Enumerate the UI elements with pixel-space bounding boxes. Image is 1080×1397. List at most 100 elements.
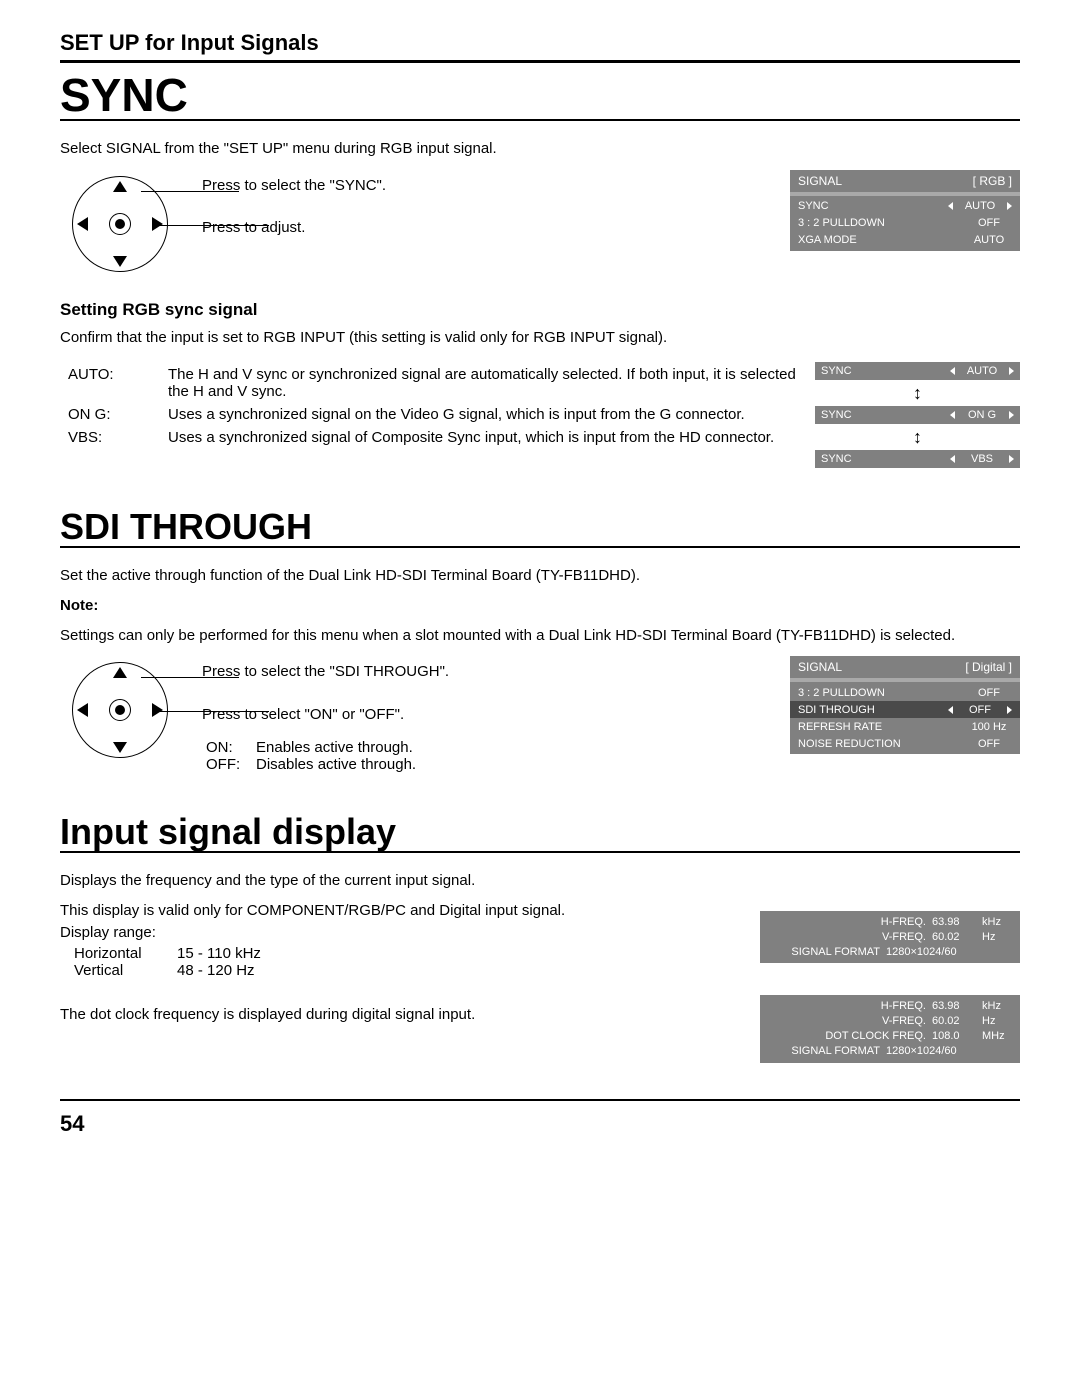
osd-row-value: AUTO (957, 200, 1003, 212)
osd-row-label: NOISE REDUCTION (798, 738, 966, 750)
sdi-instr-2: Press to select "ON" or "OFF". (202, 705, 772, 725)
range-h-key: Horizontal (74, 945, 159, 962)
osd-hdr-right: [ RGB ] (973, 174, 1012, 188)
arrow-right-icon (1009, 367, 1014, 375)
freq-label: H-FREQ. (766, 999, 926, 1014)
osd-row-label: REFRESH RATE (798, 721, 966, 733)
arrow-left-icon (948, 706, 953, 714)
osd-hdr-left: SIGNAL (798, 174, 842, 188)
freq-row: H-FREQ. 63.98 kHz (766, 999, 1014, 1014)
freq-value: 108.0 (932, 1029, 976, 1044)
def-auto-key: AUTO: (68, 366, 158, 400)
arrow-right-icon (1007, 202, 1012, 210)
freq-row: H-FREQ. 63.98 kHz (766, 915, 1014, 930)
osd-row-label: SDI THROUGH (798, 704, 948, 716)
page-header: SET UP for Input Signals (60, 30, 1020, 63)
strip-value: AUTO (959, 365, 1005, 377)
osd-row-value: 100 Hz (966, 721, 1012, 733)
osd-signal-digital: SIGNAL [ Digital ] 3 : 2 PULLDOWN OFF SD… (790, 656, 1020, 754)
sync-intro: Select SIGNAL from the "SET UP" menu dur… (60, 139, 1020, 159)
freq-label: H-FREQ. (766, 915, 926, 930)
isd-p2: This display is valid only for COMPONENT… (60, 901, 742, 921)
freq-value: 1280×1024/60 (886, 1044, 976, 1059)
up-down-arrow-icon: ↕ (913, 384, 922, 402)
arrow-right-icon (1009, 411, 1014, 419)
freq-value: 60.02 (932, 930, 976, 945)
freq-unit: kHz (982, 999, 1014, 1014)
sync-option-strip: SYNC AUTO (815, 362, 1020, 380)
osd-row-value: OFF (966, 217, 1012, 229)
osd-row: 3 : 2 PULLDOWN OFF (790, 215, 1020, 232)
freq-label: V-FREQ. (766, 1014, 926, 1029)
def-ong-key: ON G: (68, 406, 158, 423)
sync-definitions: AUTO: The H and V sync or synchronized s… (68, 366, 797, 446)
sync-option-strip: SYNC VBS (815, 450, 1020, 468)
on-key: ON: (206, 739, 246, 756)
sdi-on-off: ON: Enables active through. OFF: Disables … (206, 739, 772, 773)
osd-row: REFRESH RATE 100 Hz (790, 718, 1020, 735)
osd-hdr-left: SIGNAL (798, 660, 842, 674)
strip-label: SYNC (821, 453, 950, 465)
freq-row: DOT CLOCK FREQ. 108.0 MHz (766, 1029, 1014, 1044)
sync-instr-2: Press to adjust. (202, 218, 772, 238)
nav-dial-icon (72, 176, 168, 272)
heading-sdi-through: SDI THROUGH (60, 508, 1020, 548)
strip-label: SYNC (821, 409, 950, 421)
sync-option-strips: SYNC AUTO ↕ SYNC ON G ↕ SYNC VBS (815, 362, 1020, 468)
osd-row-value: OFF (957, 704, 1003, 716)
freq-unit: MHz (982, 1029, 1014, 1044)
page-number: 54 (60, 1111, 1020, 1137)
freq-value: 63.98 (932, 999, 976, 1014)
freq-value: 1280×1024/60 (886, 945, 976, 960)
heading-input-signal-display: Input signal display (60, 813, 1020, 853)
arrow-left-icon (950, 367, 955, 375)
range-h-val: 15 - 110 kHz (177, 945, 261, 962)
def-vbs-key: VBS: (68, 429, 158, 446)
osd-row-label: 3 : 2 PULLDOWN (798, 217, 966, 229)
def-vbs-val: Uses a synchronized signal of Composite … (168, 429, 797, 446)
arrow-left-icon (950, 411, 955, 419)
osd-row: SYNC AUTO (790, 198, 1020, 215)
osd-row: 3 : 2 PULLDOWN OFF (790, 684, 1020, 701)
freq-unit: Hz (982, 1014, 1014, 1029)
up-down-arrow-icon: ↕ (913, 428, 922, 446)
freq-value: 63.98 (932, 915, 976, 930)
isd-p3: The dot clock frequency is displayed dur… (60, 1005, 742, 1025)
sdi-instr-1: Press to select the "SDI THROUGH". (202, 662, 772, 682)
display-range-label: Display range: (60, 923, 742, 943)
osd-hdr-right: [ Digital ] (965, 660, 1012, 674)
osd-row-value: AUTO (966, 234, 1012, 246)
freq-label: V-FREQ. (766, 930, 926, 945)
osd-row-value: OFF (966, 738, 1012, 750)
on-val: Enables active through. (256, 739, 413, 756)
osd-row-label: SYNC (798, 200, 948, 212)
osd-signal-rgb: SIGNAL [ RGB ] SYNC AUTO 3 : 2 PULLDOWN … (790, 170, 1020, 251)
osd-row: XGA MODE AUTO (790, 232, 1020, 249)
off-key: OFF: (206, 756, 246, 773)
off-val: Disables active through. (256, 756, 416, 773)
freq-display-box-1: H-FREQ. 63.98 kHz V-FREQ. 60.02 Hz SIGNA… (760, 911, 1020, 964)
strip-label: SYNC (821, 365, 950, 377)
freq-display-box-2: H-FREQ. 63.98 kHz V-FREQ. 60.02 Hz DOT C… (760, 995, 1020, 1062)
osd-row-label: 3 : 2 PULLDOWN (798, 687, 966, 699)
subheading-rgb-sync: Setting RGB sync signal (60, 300, 1020, 320)
osd-row: NOISE REDUCTION OFF (790, 735, 1020, 752)
range-v-key: Vertical (74, 962, 159, 979)
freq-row: V-FREQ. 60.02 Hz (766, 930, 1014, 945)
osd-row-label: XGA MODE (798, 234, 966, 246)
note-label: Note: (60, 597, 98, 614)
sync-option-strip: SYNC ON G (815, 406, 1020, 424)
display-range: Horizontal 15 - 110 kHz Vertical 48 - 120 … (74, 945, 742, 979)
def-ong-val: Uses a synchronized signal on the Video … (168, 406, 797, 423)
freq-row: SIGNAL FORMAT 1280×1024/60 (766, 945, 1014, 960)
strip-value: VBS (959, 453, 1005, 465)
range-v-val: 48 - 120 Hz (177, 962, 255, 979)
osd-row-value: OFF (966, 687, 1012, 699)
freq-label: SIGNAL FORMAT (766, 1044, 880, 1059)
heading-sync: SYNC (60, 71, 1020, 121)
arrow-right-icon (1009, 455, 1014, 463)
freq-row: SIGNAL FORMAT 1280×1024/60 (766, 1044, 1014, 1059)
arrow-right-icon (1007, 706, 1012, 714)
isd-p1: Displays the frequency and the type of t… (60, 871, 1020, 891)
sync-instr-1: Press to select the "SYNC". (202, 176, 772, 196)
